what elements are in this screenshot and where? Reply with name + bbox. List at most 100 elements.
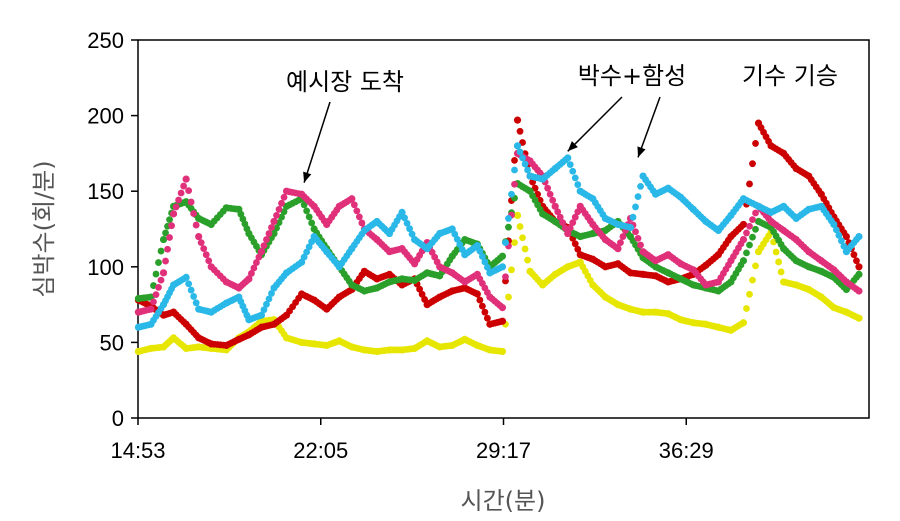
trail-dot bbox=[574, 245, 582, 253]
data-point bbox=[551, 202, 559, 210]
trail-dot bbox=[746, 180, 753, 188]
trail-dot bbox=[743, 229, 750, 237]
trail-dot bbox=[180, 182, 188, 190]
data-point bbox=[498, 263, 507, 271]
trail-dot bbox=[549, 196, 557, 204]
trail-dot bbox=[629, 213, 637, 221]
trail-dot bbox=[511, 239, 518, 247]
trail-dot bbox=[185, 280, 193, 288]
trail-dot bbox=[190, 293, 198, 300]
data-point bbox=[739, 257, 748, 265]
trail-dot bbox=[632, 228, 639, 236]
data-point bbox=[182, 175, 190, 183]
data-point bbox=[159, 269, 168, 277]
data-point bbox=[498, 252, 507, 260]
trail-dot bbox=[418, 290, 426, 298]
trail-dot bbox=[483, 314, 491, 322]
data-point bbox=[159, 235, 168, 244]
trail-dot bbox=[637, 241, 644, 249]
trail-dot bbox=[574, 181, 582, 188]
data-point bbox=[855, 263, 863, 271]
data-point bbox=[169, 210, 178, 218]
data-point bbox=[498, 347, 507, 356]
series-0 bbox=[134, 211, 863, 356]
data-point bbox=[498, 304, 507, 312]
trail-dot bbox=[511, 166, 518, 174]
trail-dot bbox=[152, 270, 160, 278]
annotation-applause: 박수+함성 bbox=[578, 62, 686, 90]
series-3 bbox=[134, 149, 863, 316]
y-tick-label: 200 bbox=[87, 104, 124, 129]
trail-dot bbox=[200, 245, 208, 253]
trail-dot bbox=[746, 241, 753, 249]
trail-dot bbox=[505, 215, 512, 222]
annotations-layer: 예시장 도착 박수+함성 기수 기승 bbox=[286, 62, 838, 183]
trail-dot bbox=[260, 306, 268, 314]
trail-dot bbox=[162, 229, 169, 237]
trail-dot bbox=[505, 293, 512, 301]
trail-dot bbox=[268, 290, 275, 297]
trail-dot bbox=[546, 190, 554, 198]
trail-dot bbox=[481, 308, 489, 316]
x-axis-ticks: 14:53 22:05 29:17 36:29 bbox=[110, 418, 714, 463]
trail-dot bbox=[637, 182, 644, 190]
y-tick-label: 0 bbox=[112, 406, 124, 431]
trail-dot bbox=[521, 160, 529, 168]
trail-dot bbox=[250, 264, 258, 272]
trail-dot bbox=[453, 235, 461, 243]
trail-dot bbox=[752, 262, 759, 270]
trail-dot bbox=[260, 242, 268, 250]
trail-dot bbox=[571, 240, 579, 248]
data-point bbox=[513, 116, 522, 124]
trail-dot bbox=[524, 256, 531, 264]
trail-dot bbox=[772, 248, 780, 256]
trail-dot bbox=[175, 196, 182, 204]
trail-dot bbox=[187, 198, 195, 206]
annotation-arrow-head bbox=[303, 171, 312, 183]
trail-dot bbox=[561, 224, 569, 232]
trail-dot bbox=[155, 259, 162, 266]
trail-dot bbox=[850, 251, 858, 259]
trail-dot bbox=[752, 225, 759, 233]
trail-dot bbox=[164, 245, 171, 253]
annotation-arrow-head bbox=[567, 141, 578, 152]
trail-dot bbox=[617, 239, 624, 247]
trail-dot bbox=[478, 302, 486, 310]
series-2 bbox=[134, 180, 863, 303]
series-4 bbox=[134, 142, 863, 331]
trail-dot bbox=[202, 251, 210, 259]
data-point bbox=[739, 235, 748, 244]
trail-dot bbox=[743, 305, 750, 312]
annotation-arrow-line bbox=[637, 96, 661, 158]
trail-dot bbox=[350, 201, 358, 209]
trail-dot bbox=[155, 283, 162, 291]
trail-dot bbox=[205, 257, 213, 265]
trail-dot bbox=[566, 161, 574, 168]
x-axis-title: 시간(분) bbox=[461, 487, 546, 515]
annotation-jockey-mount: 기수 기승 bbox=[742, 62, 838, 90]
data-point bbox=[614, 245, 622, 253]
trail-dot bbox=[268, 224, 275, 231]
data-point bbox=[257, 311, 266, 319]
trail-dot bbox=[476, 247, 484, 255]
data-point bbox=[564, 154, 572, 162]
trail-dot bbox=[190, 210, 198, 217]
series-1 bbox=[134, 116, 863, 350]
trail-dot bbox=[265, 295, 273, 303]
trail-dot bbox=[746, 290, 753, 298]
data-point bbox=[855, 270, 863, 278]
trail-dot bbox=[752, 209, 759, 217]
trail-dot bbox=[265, 230, 273, 237]
annotation-arrow-head bbox=[637, 146, 646, 158]
trail-dot bbox=[632, 203, 639, 211]
data-point bbox=[270, 229, 278, 238]
trail-dot bbox=[451, 230, 459, 238]
trail-dot bbox=[263, 300, 270, 308]
trail-dot bbox=[157, 276, 165, 284]
trail-dot bbox=[162, 257, 169, 265]
trail-dot bbox=[355, 213, 363, 221]
trail-dot bbox=[185, 187, 193, 194]
trail-dot bbox=[408, 230, 416, 238]
trail-dot bbox=[305, 213, 313, 221]
trail-dot bbox=[255, 253, 263, 261]
